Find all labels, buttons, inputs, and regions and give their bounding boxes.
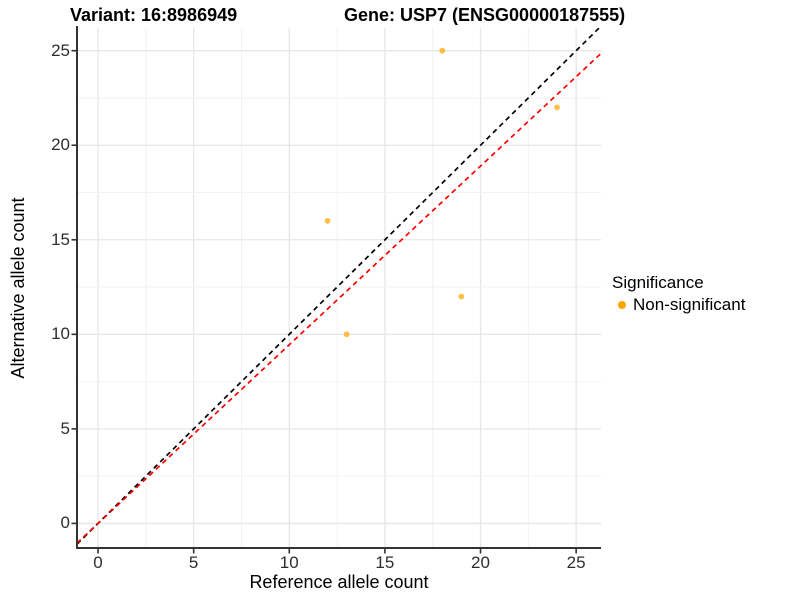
- axes: [71, 26, 601, 554]
- x-tick-label: 0: [93, 553, 103, 572]
- legend-item-non-significant: Non-significant: [612, 295, 745, 315]
- data-points: [324, 47, 560, 338]
- legend-title: Significance: [612, 273, 704, 292]
- gene-title: Gene: USP7 (ENSG00000187555): [344, 5, 626, 25]
- data-point: [343, 331, 350, 338]
- legend: Significance Non-significant: [612, 273, 745, 315]
- x-tick-label: 10: [279, 553, 299, 572]
- y-axis-label: Alternative allele count: [8, 197, 28, 379]
- data-point: [324, 217, 331, 224]
- data-point: [458, 293, 465, 300]
- data-point: [554, 104, 560, 111]
- legend-item-label: Non-significant: [633, 295, 746, 314]
- identity-line: [77, 28, 601, 545]
- grid: [77, 28, 601, 548]
- x-tick-label: 15: [375, 553, 395, 572]
- expected-ratio-line: [77, 52, 601, 544]
- variant-title: Variant: 16:8986949: [70, 5, 238, 25]
- x-tick-label: 20: [471, 553, 490, 572]
- y-tick-label: 20: [51, 135, 70, 155]
- y-tick-label: 10: [51, 324, 70, 344]
- reference-lines: [77, 28, 601, 545]
- y-tick-label: 5: [60, 418, 70, 438]
- y-tick-label: 25: [51, 40, 70, 60]
- y-tick-label: 15: [51, 229, 70, 249]
- x-tick-label: 25: [566, 553, 586, 572]
- x-axis-label: Reference allele count: [249, 572, 429, 592]
- y-tick-label: 0: [60, 513, 70, 533]
- x-tick-label: 5: [188, 553, 199, 572]
- data-point: [439, 47, 446, 54]
- legend-point-icon: [618, 301, 626, 309]
